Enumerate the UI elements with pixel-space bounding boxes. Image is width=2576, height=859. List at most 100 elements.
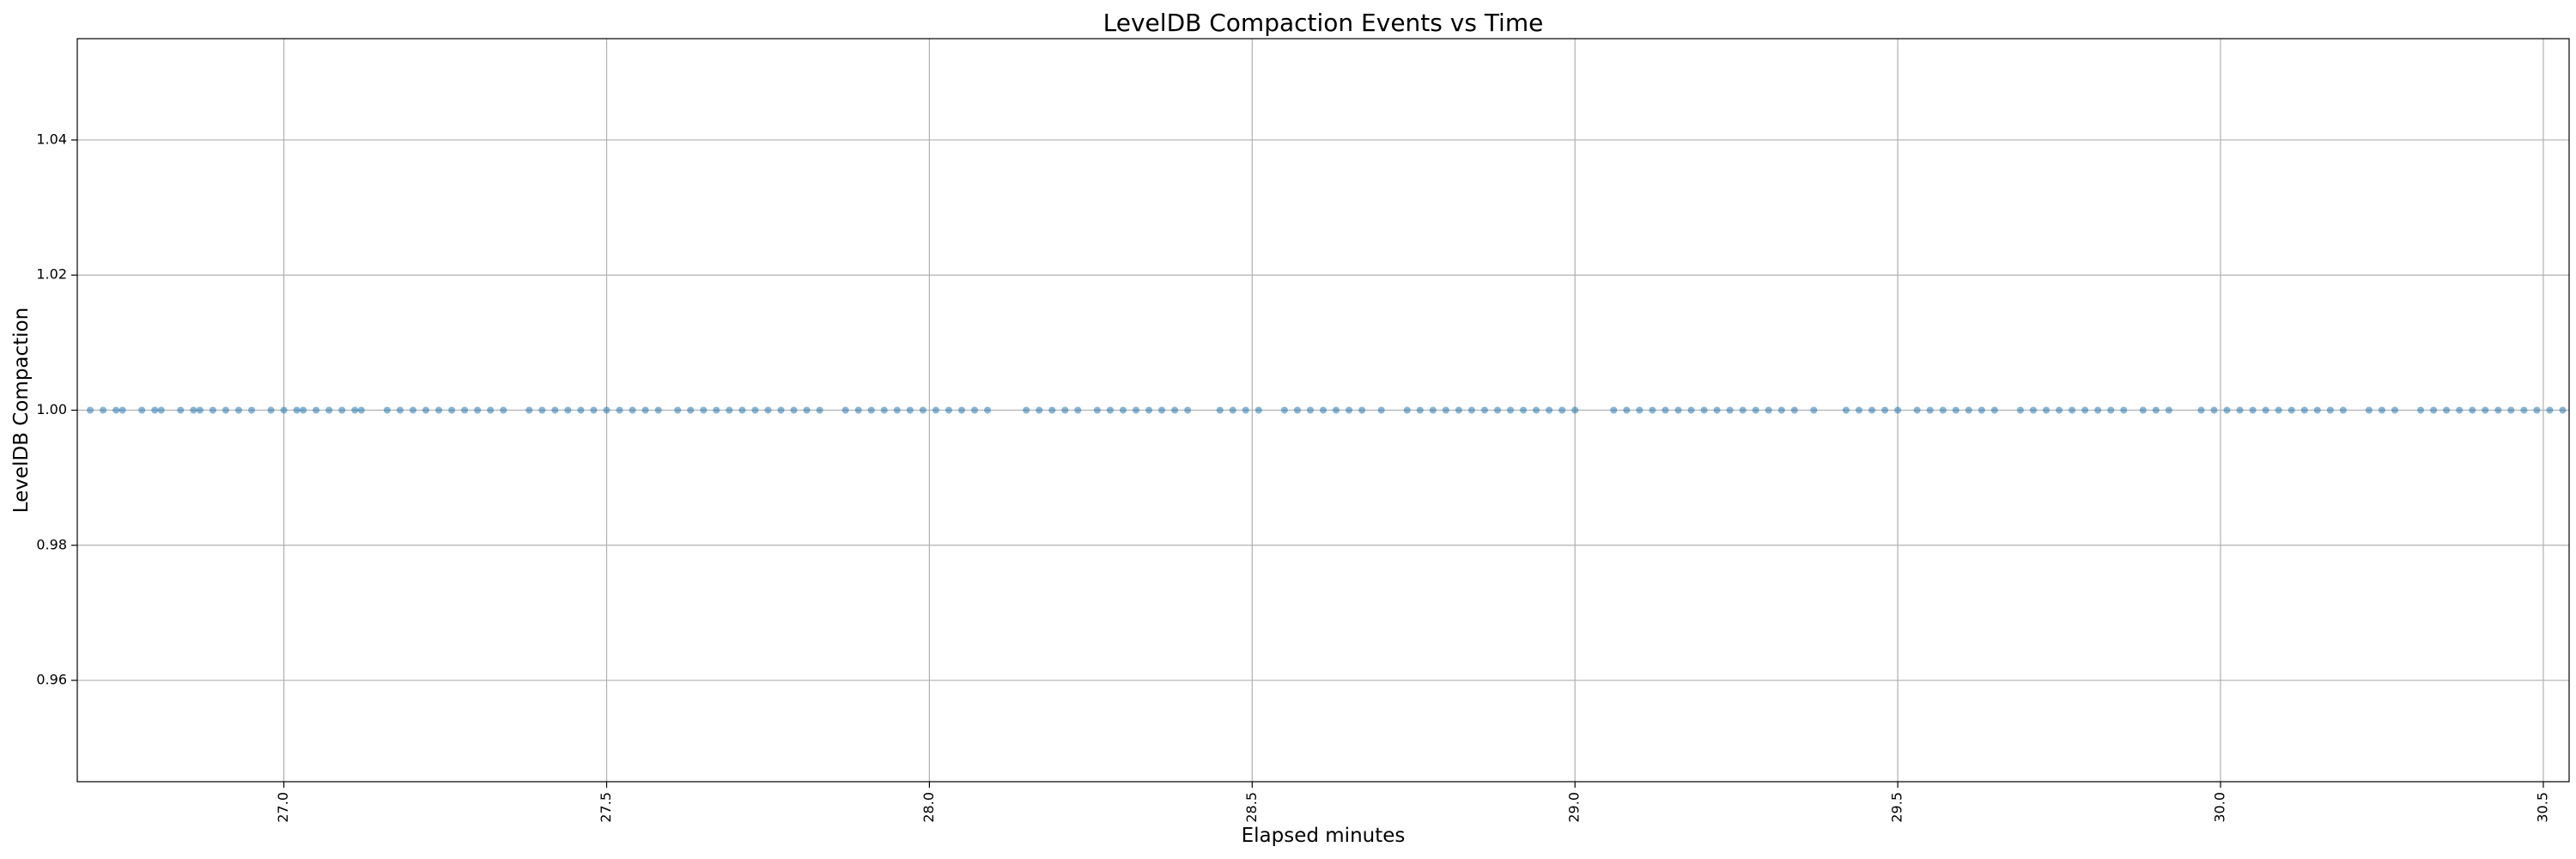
data-point — [300, 406, 307, 414]
data-point — [932, 406, 939, 414]
data-point — [919, 406, 927, 414]
data-point — [551, 406, 559, 414]
data-point — [2223, 406, 2231, 414]
x-tick-label: 29.0 — [1566, 792, 1583, 823]
data-point — [1926, 406, 1934, 414]
y-tick-label: 1.00 — [36, 401, 67, 417]
data-point — [641, 406, 649, 414]
data-point — [1242, 406, 1249, 414]
data-point — [177, 406, 185, 414]
data-point — [325, 406, 333, 414]
data-point — [1713, 406, 1721, 414]
data-point — [1939, 406, 1947, 414]
data-point — [383, 406, 391, 414]
data-point — [2081, 406, 2089, 414]
data-point — [1765, 406, 1772, 414]
data-point — [1145, 406, 1153, 414]
data-point — [422, 406, 429, 414]
data-point — [2016, 406, 2024, 414]
data-point — [409, 406, 416, 414]
data-point — [687, 406, 695, 414]
data-point — [2378, 406, 2385, 414]
data-point — [222, 406, 229, 414]
data-point — [2494, 406, 2502, 414]
y-tick-label: 0.96 — [36, 672, 67, 688]
data-point — [1132, 406, 1139, 414]
y-tick-label: 1.04 — [36, 131, 67, 147]
data-point — [461, 406, 469, 414]
data-point — [435, 406, 443, 414]
data-point — [209, 406, 216, 414]
data-point — [790, 406, 798, 414]
x-tick-label: 27.0 — [275, 792, 291, 823]
data-point — [526, 406, 533, 414]
data-point — [234, 406, 242, 414]
data-point — [984, 406, 992, 414]
data-point — [2520, 406, 2528, 414]
data-point — [196, 406, 204, 414]
data-point — [1119, 406, 1127, 414]
data-point — [112, 406, 120, 414]
data-point — [2443, 406, 2451, 414]
data-point — [2056, 406, 2063, 414]
data-point — [1255, 406, 1262, 414]
data-point — [1229, 406, 1236, 414]
data-point — [2469, 406, 2476, 414]
y-tick-label: 0.98 — [36, 536, 67, 552]
data-point — [945, 406, 952, 414]
data-point — [1674, 406, 1682, 414]
data-point — [2069, 406, 2076, 414]
data-point — [293, 406, 301, 414]
data-point — [1061, 406, 1069, 414]
data-point — [1777, 406, 1785, 414]
data-point — [2326, 406, 2334, 414]
data-point — [854, 406, 862, 414]
data-point — [2152, 406, 2160, 414]
data-point — [2482, 406, 2489, 414]
data-point — [1952, 406, 1959, 414]
y-axis-label: LevelDB Compaction — [10, 308, 33, 513]
data-point — [1216, 406, 1224, 414]
data-point — [751, 406, 759, 414]
data-point — [1467, 406, 1475, 414]
data-point — [1455, 406, 1462, 414]
data-point — [87, 406, 94, 414]
data-point — [500, 406, 507, 414]
data-point — [1546, 406, 1553, 414]
data-point — [338, 406, 346, 414]
data-point — [2339, 406, 2347, 414]
data-point — [971, 406, 979, 414]
data-point — [2313, 406, 2321, 414]
data-point — [1048, 406, 1056, 414]
data-point — [267, 406, 275, 414]
axis-ticks: 27.0 27.5 28.0 28.5 29.0 29.5 30.0 30.5 0.96 0.98… — [36, 131, 2550, 822]
data-point — [1913, 406, 1921, 414]
data-point — [564, 406, 572, 414]
data-point — [893, 406, 901, 414]
data-point — [157, 406, 165, 414]
x-tick-label: 28.5 — [1243, 792, 1260, 823]
data-point — [867, 406, 875, 414]
data-point — [1358, 406, 1366, 414]
data-point — [487, 406, 495, 414]
data-point — [2417, 406, 2425, 414]
data-point — [1023, 406, 1030, 414]
data-point — [1571, 406, 1579, 414]
data-point — [1093, 406, 1101, 414]
data-point — [2391, 406, 2399, 414]
data-point — [2107, 406, 2115, 414]
data-point — [1868, 406, 1876, 414]
data-point — [1346, 406, 1353, 414]
data-point — [906, 406, 914, 414]
x-axis-label: Elapsed minutes — [1242, 825, 1406, 847]
data-point — [151, 406, 159, 414]
data-point — [100, 406, 107, 414]
data-point — [1810, 406, 1818, 414]
data-point — [138, 406, 146, 414]
data-point — [1158, 406, 1166, 414]
data-point — [1533, 406, 1540, 414]
data-point — [538, 406, 546, 414]
data-point — [396, 406, 404, 414]
